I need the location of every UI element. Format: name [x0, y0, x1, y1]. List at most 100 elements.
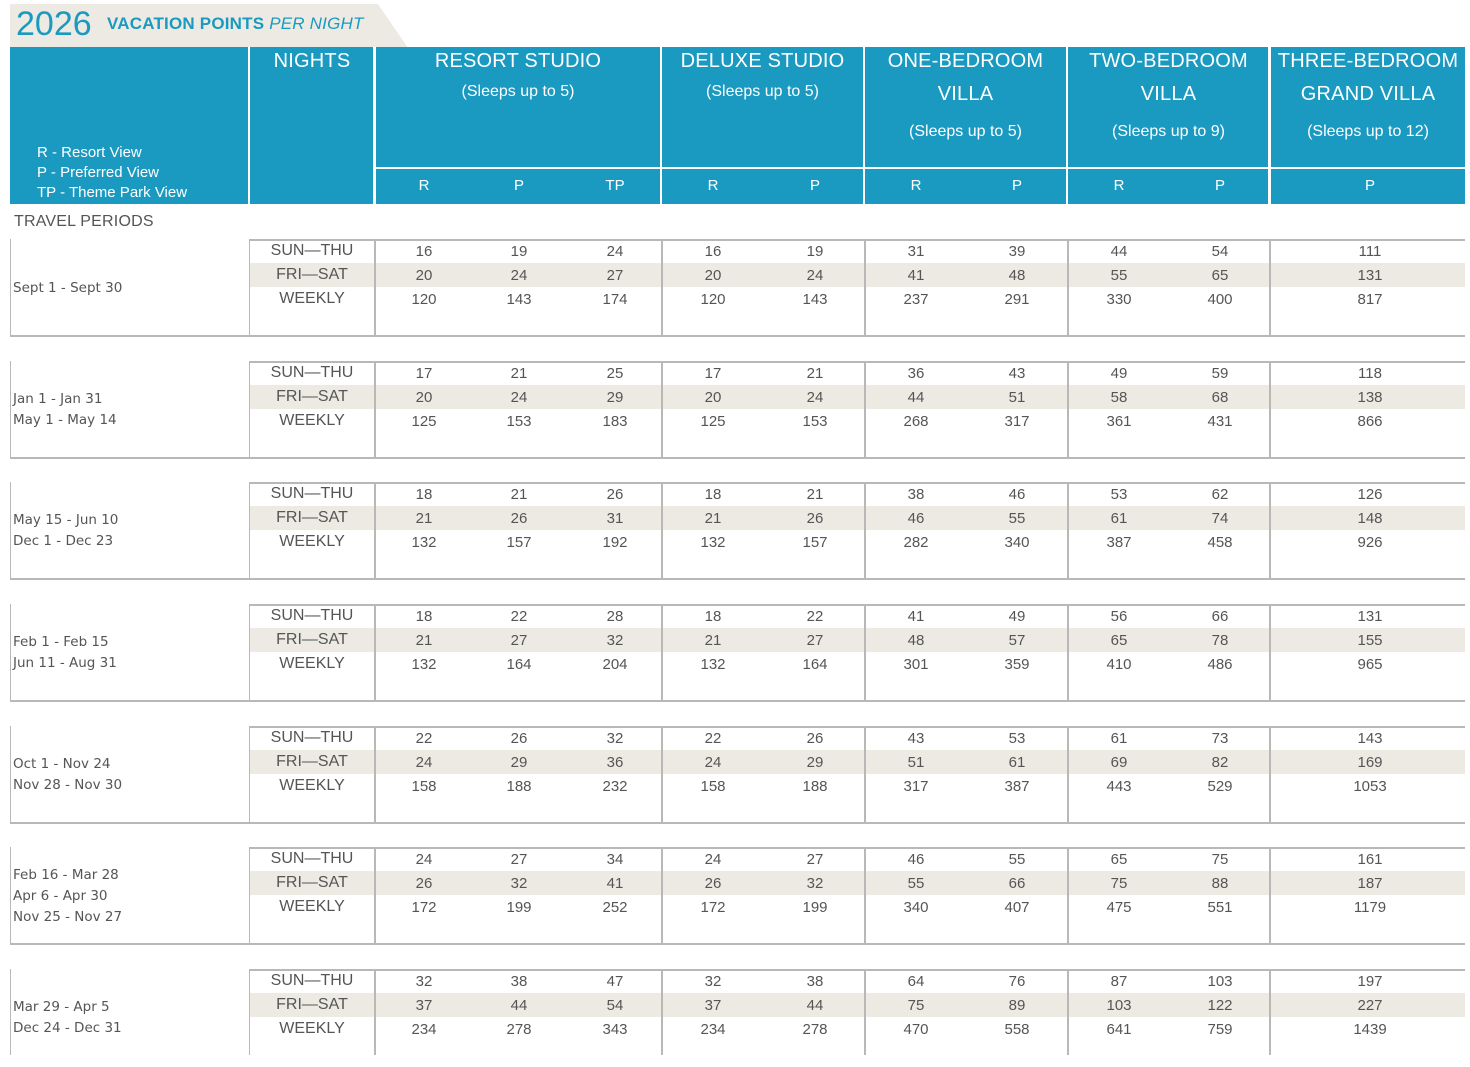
table-rule [374, 726, 376, 824]
points-cell: 21 [704, 510, 722, 527]
points-cell: 46 [907, 510, 925, 527]
table-rule [249, 361, 1465, 363]
points-cell: 330 [1106, 291, 1132, 308]
period-dates: Jan 1 - Jan 31 May 1 - May 14 [13, 361, 247, 459]
points-cell: 66 [1211, 608, 1229, 625]
row-band [249, 993, 1465, 1017]
points-cell: 164 [802, 656, 828, 673]
period-block: Jan 1 - Jan 31 May 1 - May 14 SUN—THU 17 21 2… [10, 361, 1465, 459]
points-cell: 143 [506, 291, 532, 308]
points-cell: 49 [1008, 608, 1026, 625]
table-rule [661, 726, 663, 824]
points-cell: 26 [704, 875, 722, 892]
nights-label-fri-sat: FRI—SAT [276, 996, 348, 1013]
table-rule [10, 700, 1465, 702]
points-cell: 26 [806, 730, 824, 747]
points-cell: 66 [1008, 875, 1026, 892]
table-rule [10, 604, 11, 702]
period-date-range: Apr 6 - Apr 30 [13, 887, 108, 904]
points-cell: 387 [1004, 778, 1030, 795]
period-block: May 15 - Jun 10 Dec 1 - Dec 23 SUN—THU 18 21… [10, 482, 1465, 580]
table-rule [1269, 847, 1271, 945]
points-cell: 75 [907, 997, 925, 1014]
period-dates-lines: Jan 1 - Jan 31 May 1 - May 14 [13, 389, 117, 431]
points-cell: 132 [411, 534, 437, 551]
table-rule [1067, 482, 1069, 580]
row-band [249, 506, 1465, 530]
points-cell: 26 [806, 510, 824, 527]
nights-label-weekly: WEEKLY [279, 533, 345, 550]
points-cell: 20 [415, 389, 433, 406]
nights-label-sun-thu: SUN—THU [270, 729, 354, 746]
points-cell: 32 [510, 875, 528, 892]
nights-label-fri-sat: FRI—SAT [276, 753, 348, 770]
points-cell: 188 [506, 778, 532, 795]
period-date-range: Jan 1 - Jan 31 [13, 391, 103, 407]
points-cell: 558 [1004, 1021, 1030, 1038]
points-cell: 53 [1110, 486, 1128, 503]
points-cell: 19 [806, 243, 824, 260]
period-dates-lines: Oct 1 - Nov 24 Nov 28 - Nov 30 [13, 754, 122, 796]
points-cell: 17 [415, 365, 433, 382]
points-cell: 32 [415, 973, 433, 990]
header-three-bedroom: THREE-BEDROOM [1277, 50, 1459, 72]
period-date-range: Dec 1 - Dec 23 [13, 533, 114, 549]
table-rule [249, 239, 250, 337]
points-cell: 317 [1004, 413, 1030, 430]
points-cell: 62 [1211, 486, 1229, 503]
points-cell: 75 [1211, 851, 1229, 868]
points-cell: 27 [510, 632, 528, 649]
points-cell: 24 [806, 389, 824, 406]
period-block: Oct 1 - Nov 24 Nov 28 - Nov 30 SUN—THU 22 26… [10, 726, 1465, 824]
points-cell: 29 [806, 754, 824, 771]
points-cell: 26 [606, 486, 624, 503]
points-cell: 61 [1008, 754, 1026, 771]
title-main: VACATION POINTS [107, 14, 265, 33]
period-date-range: Dec 24 - Dec 31 [13, 1020, 122, 1036]
points-cell: 234 [411, 1021, 437, 1038]
points-cell: 87 [1110, 973, 1128, 990]
table-rule [864, 604, 866, 702]
table-rule [1067, 969, 1069, 1055]
points-cell: 21 [510, 365, 528, 382]
table-rule [864, 969, 866, 1055]
period-block: Mar 29 - Apr 5 Dec 24 - Dec 31 SUN—THU 32 38… [10, 969, 1465, 1055]
points-cell: 17 [704, 365, 722, 382]
points-cell: 18 [415, 486, 433, 503]
table-rule [1269, 969, 1271, 1055]
points-cell: 174 [602, 291, 628, 308]
nights-label-sun-thu: SUN—THU [270, 850, 354, 867]
period-dates: Feb 1 - Feb 15 Jun 11 - Aug 31 [13, 604, 247, 702]
points-cell: 161 [1357, 851, 1383, 868]
points-cell: 26 [510, 730, 528, 747]
title-year: 2026 [16, 5, 92, 43]
code-resort-studio-tp: TP [605, 177, 625, 194]
header-deluxe-studio: DELUXE STUDIO [680, 50, 845, 72]
points-cell: 37 [704, 997, 722, 1014]
table-rule [249, 726, 250, 824]
points-cell: 486 [1207, 656, 1233, 673]
points-cell: 120 [700, 291, 726, 308]
table-rule [864, 726, 866, 824]
period-dates: Feb 16 - Mar 28 Apr 6 - Apr 30 Nov 25 - No… [13, 847, 247, 945]
points-cell: 138 [1357, 389, 1383, 406]
points-cell: 551 [1207, 899, 1233, 916]
points-cell: 268 [903, 413, 929, 430]
table-rule [1269, 604, 1271, 702]
points-cell: 32 [606, 730, 624, 747]
points-cell: 282 [903, 534, 929, 551]
table-rule [249, 726, 1465, 728]
points-cell: 69 [1110, 754, 1128, 771]
points-cell: 153 [802, 413, 828, 430]
period-date-range: Sept 1 - Sept 30 [13, 279, 123, 296]
points-cell: 46 [907, 851, 925, 868]
points-cell: 1439 [1353, 1021, 1387, 1038]
points-cell: 183 [602, 413, 628, 430]
table-rule [661, 239, 663, 337]
points-cell: 16 [415, 243, 433, 260]
points-cell: 400 [1207, 291, 1233, 308]
points-cell: 143 [1357, 730, 1383, 747]
row-band [249, 385, 1465, 409]
table-rule [249, 604, 1465, 606]
points-cell: 36 [606, 754, 624, 771]
